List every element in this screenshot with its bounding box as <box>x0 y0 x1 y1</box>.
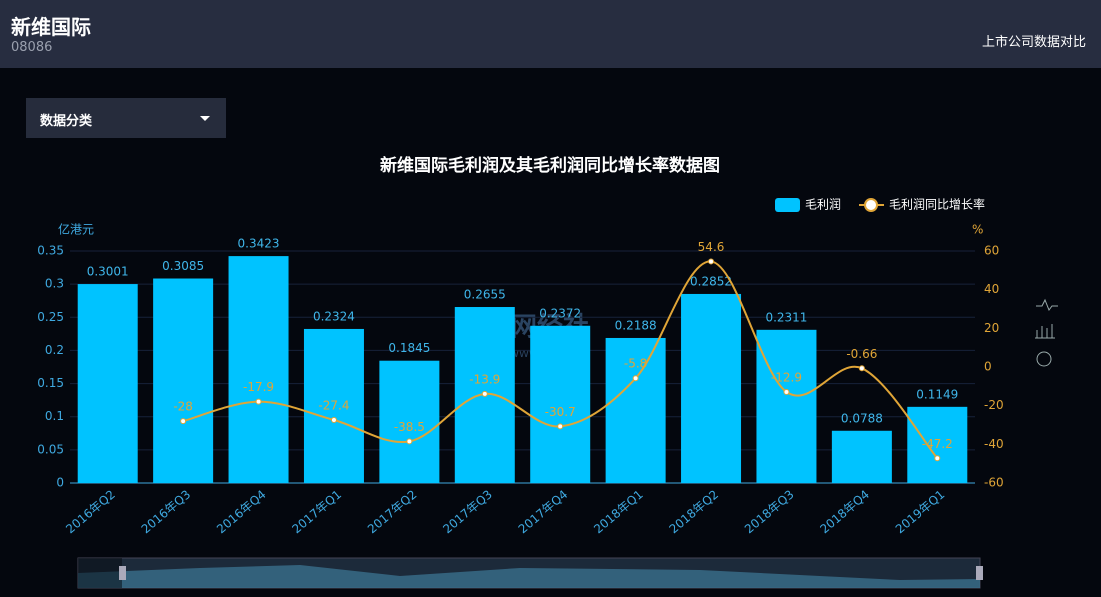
y-tick-label: 0 <box>56 476 64 490</box>
y-tick-label: 0.05 <box>37 442 64 456</box>
toolbox <box>1035 298 1058 367</box>
bar <box>756 329 817 483</box>
y-axis-label: 亿港元 <box>58 222 94 237</box>
bar <box>530 325 591 483</box>
bar-value-label: 0.3423 <box>238 237 280 251</box>
y-tick-label: 0.35 <box>37 244 64 258</box>
x-tick-label: 2016年Q4 <box>214 487 269 536</box>
x-tick-label: 2018年Q2 <box>667 487 722 536</box>
bar-value-label: 0.1845 <box>388 341 430 355</box>
x-tick-label: 2017年Q2 <box>365 487 420 536</box>
zoom-handle[interactable] <box>119 566 126 580</box>
restore-tool[interactable] <box>1036 351 1052 367</box>
data-zoom-outside <box>78 558 122 588</box>
bar <box>605 337 666 483</box>
chart-title: 新维国际毛利润及其毛利润同比增长率数据图 <box>380 155 720 176</box>
y2-axis-label: % <box>972 223 983 237</box>
x-tick-label: 2017年Q4 <box>516 487 571 536</box>
y2-tick-label: -60 <box>984 476 1004 490</box>
x-tick-label: 2017年Q1 <box>289 487 344 536</box>
line-point <box>557 423 564 430</box>
y2-tick-label: 60 <box>984 244 999 258</box>
category-dropdown[interactable]: 数据分类 <box>26 98 226 138</box>
legend-swatch <box>775 198 800 212</box>
bar-value-label: 0.2372 <box>539 306 581 320</box>
zoom-handle[interactable] <box>976 566 983 580</box>
line-value-label: -27.4 <box>318 398 349 412</box>
y-tick-label: 0.2 <box>45 343 64 357</box>
x-tick-label: 2018年Q1 <box>591 487 646 536</box>
legend-swatch <box>864 198 879 212</box>
y2-tick-label: 0 <box>984 360 992 374</box>
legend-label: 毛利润同比增长率 <box>889 197 985 212</box>
line-value-label: -47.2 <box>922 437 953 451</box>
bar-value-label: 0.3085 <box>162 259 204 273</box>
bar-value-label: 0.2311 <box>765 310 807 324</box>
dropdown-label: 数据分类 <box>40 114 93 129</box>
company-code: 08086 <box>11 40 53 55</box>
header: 新维国际 08086 上市公司数据对比 <box>0 0 1101 68</box>
compare-link[interactable]: 上市公司数据对比 <box>981 35 1086 50</box>
y-tick-label: 0.1 <box>45 409 64 423</box>
line-value-label: -0.66 <box>846 347 877 361</box>
line-value-label: -30.7 <box>545 405 576 419</box>
x-tick-label: 2016年Q2 <box>63 487 118 536</box>
bar <box>153 278 214 483</box>
line-value-label: -12.9 <box>771 370 802 384</box>
line-point <box>180 418 187 425</box>
bar <box>77 284 138 483</box>
chart: 新维国际毛利润及其毛利润同比增长率数据图 亿港元 % 网经社 WWW.100EC… <box>37 155 1058 589</box>
bar <box>303 328 364 483</box>
bar <box>907 406 968 483</box>
bar-value-label: 0.2852 <box>690 274 732 288</box>
bar-value-label: 0.3001 <box>87 265 129 279</box>
legend-label: 毛利润 <box>805 198 841 212</box>
y-tick-label: 0.15 <box>37 376 64 390</box>
y2-tick-label: -40 <box>984 437 1004 451</box>
line-value-label: 54.6 <box>698 240 725 254</box>
line-point <box>255 398 262 405</box>
x-tick-label: 2016年Q3 <box>139 487 194 536</box>
y-tick-label: 0.25 <box>37 310 64 324</box>
line-point <box>858 365 865 372</box>
x-tick-label: 2019年Q1 <box>893 487 948 536</box>
line-point <box>330 416 337 423</box>
line-value-label: -28 <box>173 400 193 414</box>
bar-value-label: 0.2324 <box>313 309 355 323</box>
x-tick-label: 2018年Q4 <box>817 487 872 536</box>
line-value-label: -38.5 <box>394 420 425 434</box>
bar-tool[interactable] <box>1035 324 1055 339</box>
line-point <box>708 258 715 265</box>
x-tick-label: 2017年Q3 <box>440 487 495 536</box>
line-point <box>783 388 790 395</box>
bar-value-label: 0.2655 <box>464 288 506 302</box>
bar <box>379 360 440 483</box>
bar <box>681 293 742 483</box>
line-tool[interactable] <box>1036 298 1058 312</box>
x-tick-label: 2018年Q3 <box>742 487 797 536</box>
company-name: 新维国际 <box>11 15 91 39</box>
line-point <box>632 375 639 382</box>
line-value-label: -13.9 <box>469 372 500 386</box>
bar <box>228 256 289 483</box>
dropdown-arrow <box>200 116 210 126</box>
bar-value-label: 0.2188 <box>615 318 657 332</box>
line-point <box>406 438 413 445</box>
data-zoom-shadow <box>78 565 980 588</box>
y-tick-label: 0.3 <box>45 277 64 291</box>
line-value-label: -17.9 <box>243 380 274 394</box>
line-point <box>481 390 488 397</box>
bar-value-label: 0.0788 <box>841 411 883 425</box>
line-value-label: -5.8 <box>624 357 647 371</box>
y2-tick-label: 20 <box>984 321 999 335</box>
bar-value-label: 0.1149 <box>916 387 958 401</box>
line-point <box>934 455 941 462</box>
bar <box>831 430 892 483</box>
y2-tick-label: -20 <box>984 398 1004 412</box>
y2-tick-label: 40 <box>984 282 999 296</box>
